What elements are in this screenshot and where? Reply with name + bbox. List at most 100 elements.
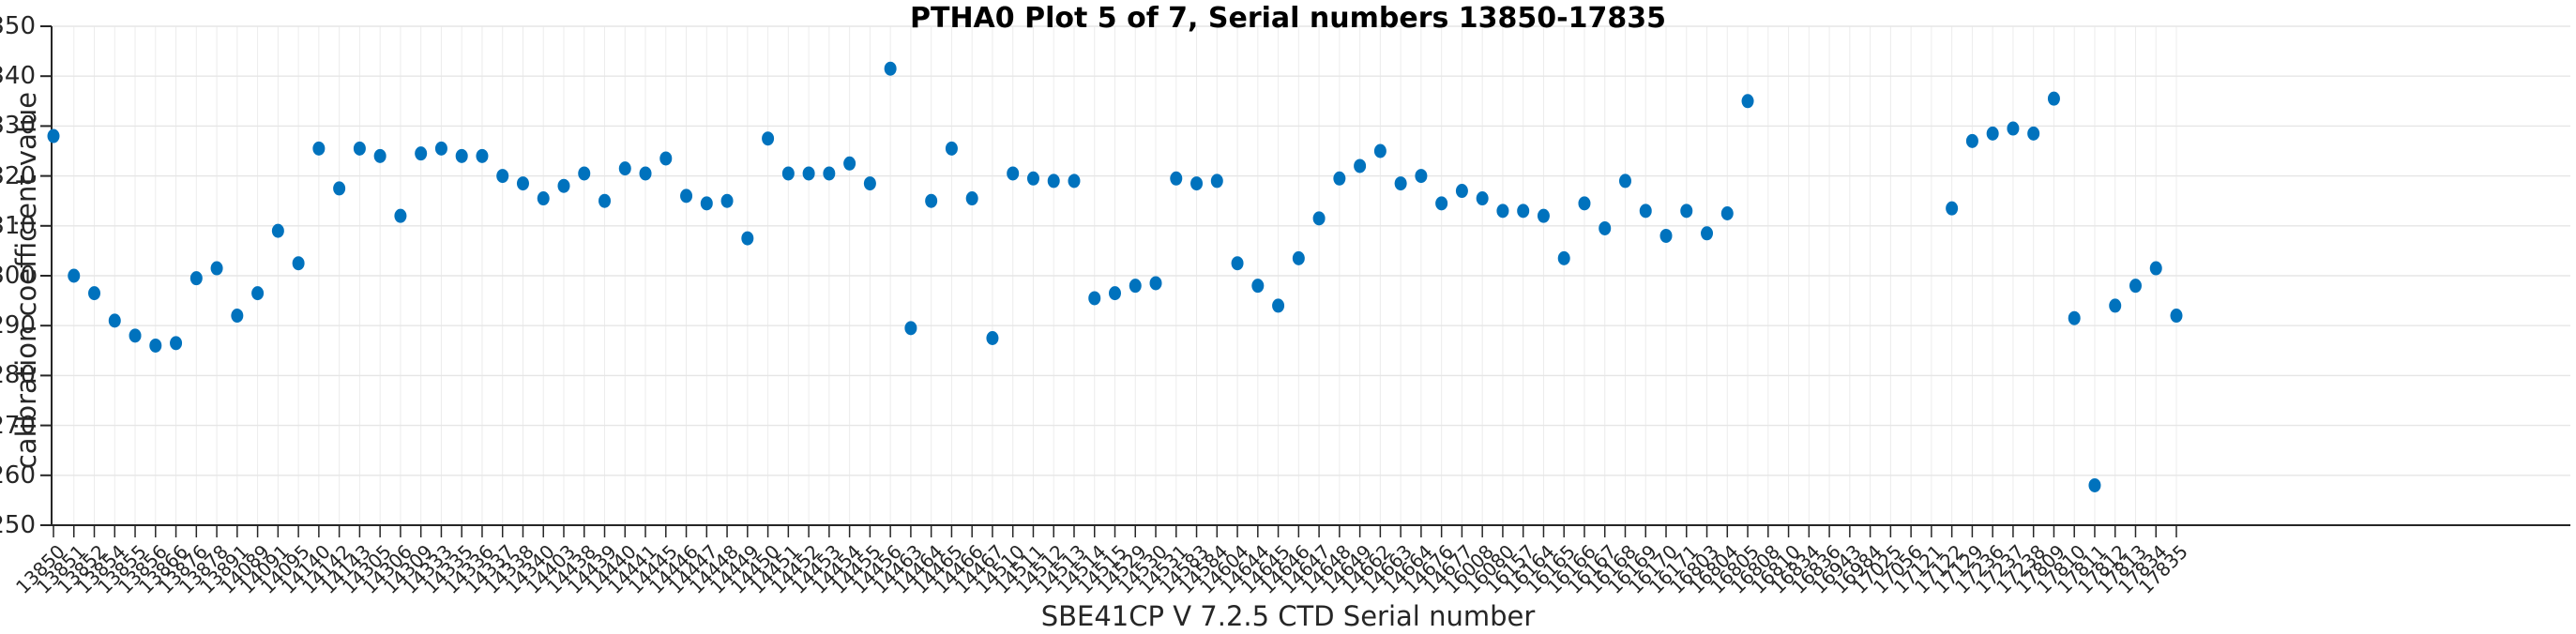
data-point [333, 181, 346, 196]
y-tick-label: 270 [0, 411, 36, 440]
data-point [1496, 204, 1509, 219]
data-point [129, 328, 142, 343]
data-point [1659, 228, 1673, 243]
data-point [373, 148, 386, 163]
y-tick-label: 330 [0, 112, 36, 141]
data-point [1986, 126, 1999, 141]
data-point [863, 176, 876, 191]
data-point [2170, 309, 2183, 324]
data-point [720, 193, 734, 208]
y-tick-label: 340 [0, 62, 36, 91]
y-tick-label: 280 [0, 361, 36, 390]
data-point [1312, 211, 1326, 226]
data-point [618, 161, 631, 176]
data-point [2129, 279, 2142, 294]
data-point [1007, 166, 1020, 181]
data-point [1537, 208, 1550, 223]
data-point [1639, 204, 1652, 219]
data-point [496, 169, 509, 184]
data-point [700, 196, 713, 211]
data-point [1741, 94, 1754, 109]
data-point [659, 151, 673, 166]
data-point [1272, 298, 1285, 313]
data-point [1047, 174, 1060, 189]
y-tick-label: 290 [0, 311, 36, 340]
data-point [1618, 174, 1631, 189]
x-axis-label: SBE41CP V 7.2.5 CTD Serial number [1040, 600, 1536, 632]
data-point [680, 189, 693, 204]
data-point [925, 193, 938, 208]
data-point [578, 166, 591, 181]
data-point [353, 141, 366, 156]
data-point [986, 331, 999, 345]
data-point [2007, 121, 2020, 136]
data-point [1946, 201, 1959, 216]
data-point [1129, 279, 1142, 294]
data-point [599, 193, 612, 208]
data-point [884, 61, 897, 76]
data-point [1190, 176, 1204, 191]
data-point [843, 156, 856, 171]
y-tick-label: 320 [0, 161, 36, 190]
data-point [476, 148, 489, 163]
data-point [802, 166, 815, 181]
data-point [945, 141, 958, 156]
data-point [1517, 204, 1530, 219]
data-point [1026, 171, 1039, 186]
data-point [2068, 310, 2081, 325]
data-point [1068, 174, 1081, 189]
data-point [2149, 261, 2162, 276]
data-point [415, 146, 428, 161]
data-point [1109, 286, 1121, 301]
data-point [1354, 158, 1367, 174]
data-point [251, 286, 265, 301]
data-point [394, 208, 407, 223]
data-point [455, 148, 468, 163]
data-point [537, 191, 550, 206]
data-point [170, 336, 183, 351]
data-point [741, 231, 754, 246]
data-point [88, 286, 101, 301]
y-tick-label: 260 [0, 460, 36, 490]
data-point [1373, 143, 1386, 158]
data-point [1231, 256, 1244, 271]
data-point [1088, 291, 1101, 306]
data-point [2027, 126, 2040, 141]
data-point [516, 176, 529, 191]
data-point [1210, 174, 1223, 189]
data-point [210, 261, 223, 276]
data-point [1680, 204, 1693, 219]
data-point [231, 309, 244, 324]
data-point [1333, 171, 1346, 186]
data-point [2109, 298, 2122, 313]
data-point [1965, 133, 1978, 148]
data-point [47, 128, 60, 143]
data-point [904, 321, 917, 336]
data-point [1720, 206, 1734, 220]
data-point [557, 178, 570, 193]
data-point [1455, 184, 1468, 199]
data-point [189, 271, 203, 286]
data-point [1578, 196, 1591, 211]
data-point [965, 191, 978, 206]
data-point [1476, 191, 1489, 206]
data-point [271, 223, 284, 238]
data-point [68, 268, 81, 283]
data-point [1415, 169, 1428, 184]
data-point [781, 166, 795, 181]
data-point [1557, 250, 1570, 265]
y-tick-label: 250 [0, 511, 36, 539]
data-point [312, 141, 326, 156]
data-point [1701, 226, 1714, 241]
data-point [1435, 196, 1448, 211]
data-point [823, 166, 836, 181]
data-point [2047, 91, 2060, 106]
data-point [149, 338, 162, 353]
data-point [639, 166, 652, 181]
data-point [1292, 250, 1305, 265]
data-point [292, 256, 305, 271]
y-tick-label: 300 [0, 262, 36, 290]
data-point [1170, 171, 1183, 186]
